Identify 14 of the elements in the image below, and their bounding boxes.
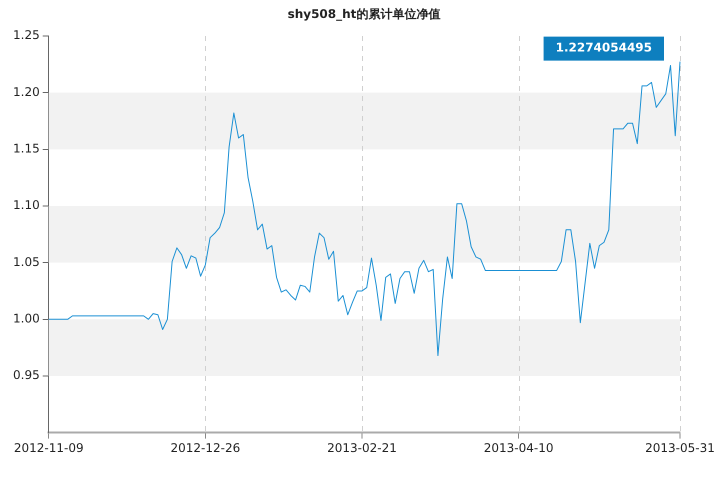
y-tick-label: 1.15 [13, 141, 40, 156]
y-tick-label: 1.00 [13, 311, 40, 326]
x-tick-label: 2012-12-26 [170, 440, 240, 455]
y-tick-label: 1.05 [13, 254, 40, 269]
chart-title: shy508_ht的累计单位净值 [286, 6, 442, 23]
x-tick-label: 2013-04-10 [484, 440, 554, 455]
x-tick-label: 2013-02-21 [327, 440, 397, 455]
annotation: 1.2274054495 [556, 40, 652, 55]
y-tick-label: 1.20 [13, 84, 40, 99]
y-tick-label: 0.95 [13, 368, 40, 382]
y-tick-label: 1.10 [13, 198, 40, 212]
x-tick-label: 2012-11-09 [14, 440, 84, 455]
x-tick-label: 2013-05-31 [645, 440, 715, 455]
y-tick-label: 1.25 [13, 28, 40, 42]
